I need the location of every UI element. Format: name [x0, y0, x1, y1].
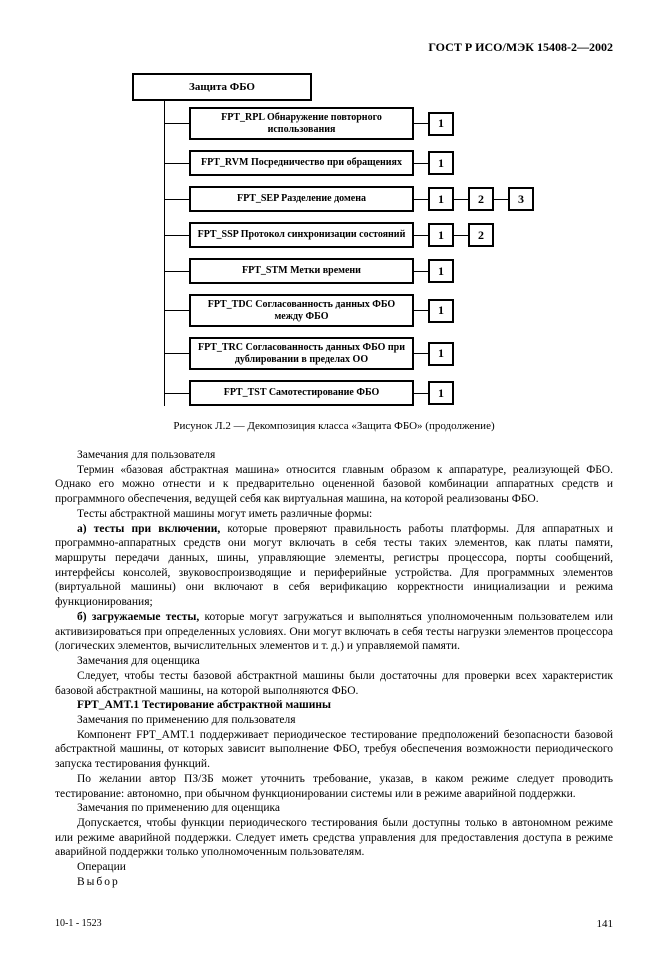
- diagram-node: FPT_STM Метки времени: [189, 258, 414, 284]
- diagram-node: FPT_TST Самотестирование ФБО: [189, 380, 414, 406]
- connector: [414, 310, 428, 311]
- connector: [494, 199, 508, 200]
- diagram-node: FPT_TDC Согласованность данных ФБО между…: [189, 294, 414, 327]
- connector: [414, 235, 428, 236]
- level-box: 1: [428, 381, 454, 405]
- level-box: 1: [428, 299, 454, 323]
- note-users-heading: Замечания для пользователя: [55, 448, 613, 463]
- diagram-node: FPT_RVM Посредничество при обращениях: [189, 150, 414, 176]
- diagram-row: FPT_SEP Разделение домена 123: [165, 186, 544, 212]
- para: Замечания по применению для пользователя: [55, 713, 613, 728]
- class-decomposition-diagram: Защита ФБО FPT_RPL Обнаружение повторног…: [124, 73, 544, 406]
- diagram-row: FPT_RVM Посредничество при обращениях 1: [165, 150, 544, 176]
- para: Следует, чтобы тесты базовой абстрактной…: [55, 669, 613, 698]
- standard-header: ГОСТ Р ИСО/МЭК 15408-2—2002: [55, 40, 613, 55]
- diagram-node: FPT_SSP Протокол синхронизации состояний: [189, 222, 414, 248]
- para: Тесты абстрактной машины могут иметь раз…: [55, 507, 613, 522]
- level-box: 1: [428, 223, 454, 247]
- page: ГОСТ Р ИСО/МЭК 15408-2—2002 Защита ФБО F…: [0, 0, 661, 960]
- connector: [454, 235, 468, 236]
- component-heading: FPT_AMT.1 Тестирование абстрактной машин…: [55, 698, 613, 713]
- diagram-row: FPT_TRC Согласованность данных ФБО при д…: [165, 337, 544, 370]
- connector: [414, 353, 428, 354]
- diagram-row: FPT_TST Самотестирование ФБО 1: [165, 380, 544, 406]
- para-list-a: а) тесты при включении, которые проверяю…: [55, 522, 613, 610]
- connector: [414, 271, 428, 272]
- diagram-node: FPT_SEP Разделение домена: [189, 186, 414, 212]
- diagram-tree: FPT_RPL Обнаружение повторного использов…: [164, 101, 544, 406]
- para: Допускается, чтобы функции периодическог…: [55, 816, 613, 860]
- level-box: 1: [428, 187, 454, 211]
- para-list-b: б) загружаемые тесты, которые могут загр…: [55, 610, 613, 654]
- para: Замечания по применению для оценщика: [55, 801, 613, 816]
- connector: [414, 393, 428, 394]
- para: Компонент FPT_AMT.1 поддерживает периоди…: [55, 728, 613, 772]
- diagram-node: FPT_RPL Обнаружение повторного использов…: [189, 107, 414, 140]
- note-evaluator-heading: Замечания для оценщика: [55, 654, 613, 669]
- figure-caption: Рисунок Л.2 — Декомпозиция класса «Защит…: [55, 420, 613, 432]
- diagram-row: FPT_RPL Обнаружение повторного использов…: [165, 107, 544, 140]
- page-footer: 10-1 - 1523 141: [55, 918, 613, 930]
- level-box: 1: [428, 151, 454, 175]
- level-box: 2: [468, 187, 494, 211]
- connector: [414, 199, 428, 200]
- diagram-root-box: Защита ФБО: [132, 73, 312, 101]
- connector: [454, 199, 468, 200]
- level-box: 1: [428, 342, 454, 366]
- operations-label: Операции: [55, 860, 613, 875]
- level-box: 3: [508, 187, 534, 211]
- connector: [414, 123, 428, 124]
- para: По желании автор ПЗ/ЗБ может уточнить тр…: [55, 772, 613, 801]
- selection-label: Выбор: [55, 875, 613, 890]
- sheet-code: 10-1 - 1523: [55, 918, 102, 930]
- level-box: 1: [428, 259, 454, 283]
- para: Термин «базовая абстрактная машина» отно…: [55, 463, 613, 507]
- level-box: 2: [468, 223, 494, 247]
- connector: [414, 163, 428, 164]
- diagram-node: FPT_TRC Согласованность данных ФБО при д…: [189, 337, 414, 370]
- level-box: 1: [428, 112, 454, 136]
- page-number: 141: [597, 918, 614, 930]
- diagram-row: FPT_STM Метки времени 1: [165, 258, 544, 284]
- diagram-row: FPT_TDC Согласованность данных ФБО между…: [165, 294, 544, 327]
- body-text: Замечания для пользователя Термин «базов…: [55, 448, 613, 890]
- diagram-row: FPT_SSP Протокол синхронизации состояний…: [165, 222, 544, 248]
